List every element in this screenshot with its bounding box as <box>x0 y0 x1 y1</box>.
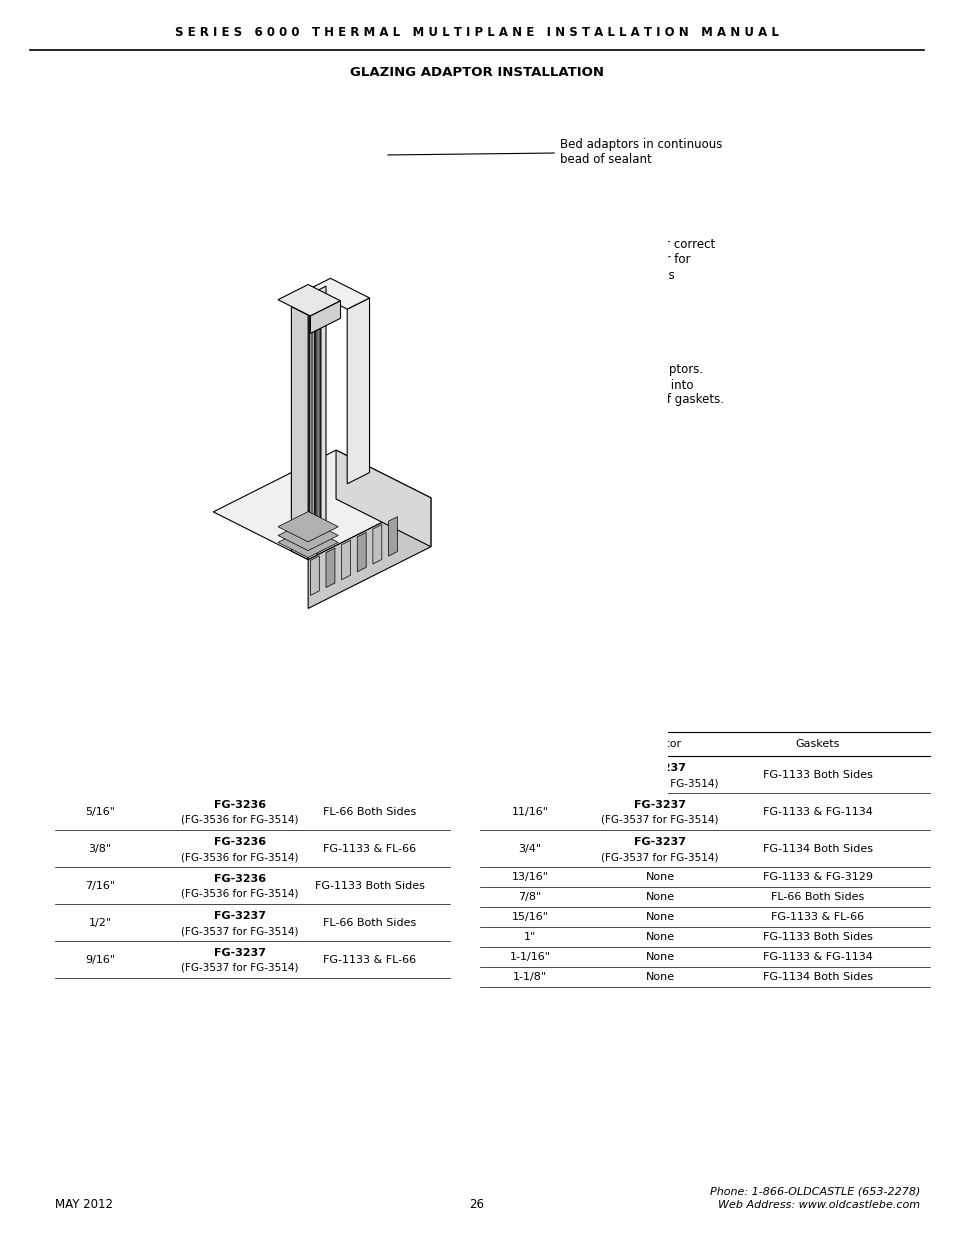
Text: None: None <box>645 892 674 902</box>
Polygon shape <box>213 450 431 559</box>
Text: FG-1133 Both Sides: FG-1133 Both Sides <box>314 881 424 890</box>
Polygon shape <box>335 450 431 547</box>
Polygon shape <box>356 532 366 572</box>
Text: None: None <box>645 972 674 982</box>
Text: 15/16": 15/16" <box>511 911 548 923</box>
Polygon shape <box>308 278 369 309</box>
Text: (FG-3594 for FG-3514): (FG-3594 for FG-3514) <box>181 778 298 788</box>
Polygon shape <box>308 311 316 559</box>
Text: FG-3237: FG-3237 <box>634 763 685 773</box>
Text: FG-1134 Both Sides: FG-1134 Both Sides <box>762 972 872 982</box>
Polygon shape <box>310 556 319 595</box>
Text: None: None <box>645 872 674 882</box>
Polygon shape <box>326 548 335 588</box>
Text: FG-1133 Both Sides: FG-1133 Both Sides <box>762 932 872 942</box>
Text: FL-66 Both Sides: FL-66 Both Sides <box>771 892 863 902</box>
Polygon shape <box>316 311 318 550</box>
Text: FG-1133 & FL-66: FG-1133 & FL-66 <box>771 911 863 923</box>
Text: FG-3236: FG-3236 <box>213 800 266 810</box>
Text: Adaptors should be installed on interior side of all glazing options.: Adaptors should be installed on interior… <box>55 688 469 701</box>
Polygon shape <box>319 312 321 551</box>
Text: FL-66 Both Sides: FL-66 Both Sides <box>323 918 416 927</box>
Polygon shape <box>277 520 338 551</box>
Text: FG-3237: FG-3237 <box>634 800 685 810</box>
Text: Adaptor: Adaptor <box>217 739 262 748</box>
Text: 5/16": 5/16" <box>85 806 115 818</box>
Text: 13/16": 13/16" <box>511 872 548 882</box>
Text: 1-1/16": 1-1/16" <box>509 952 550 962</box>
Text: Adaptor: Adaptor <box>638 739 681 748</box>
Text: Gaskets: Gaskets <box>348 739 392 748</box>
Text: 3/4": 3/4" <box>517 844 541 853</box>
Text: MAY 2012: MAY 2012 <box>55 1198 112 1212</box>
Text: 11/16": 11/16" <box>511 806 548 818</box>
Text: FG-3237: FG-3237 <box>213 911 266 921</box>
Polygon shape <box>308 498 431 609</box>
Text: FG-3237: FG-3237 <box>634 837 685 847</box>
Polygon shape <box>291 306 308 559</box>
Text: (FG-3537 for FG-3514): (FG-3537 for FG-3514) <box>181 963 298 973</box>
Text: None: None <box>645 952 674 962</box>
Text: Phone: 1-866-OLDCASTLE (653-2278)
Web Address: www.oldcastlebe.com: Phone: 1-866-OLDCASTLE (653-2278) Web Ad… <box>709 1186 919 1210</box>
Polygon shape <box>277 527 338 557</box>
Polygon shape <box>277 511 338 542</box>
Text: 5/8": 5/8" <box>517 769 541 781</box>
Polygon shape <box>314 310 315 548</box>
Text: FG-3194: FG-3194 <box>213 763 266 773</box>
Text: FG-1133 & FG-1134: FG-1133 & FG-1134 <box>762 806 872 818</box>
Text: 7/8": 7/8" <box>517 892 541 902</box>
Text: Glass: Glass <box>515 739 544 748</box>
Text: None: None <box>645 932 674 942</box>
Polygon shape <box>341 540 350 579</box>
Text: (FG-3537 for FG-3514): (FG-3537 for FG-3514) <box>600 852 718 862</box>
Text: See chart below for correct
gasket and adaptor for
specific applications: See chart below for correct gasket and a… <box>413 238 715 282</box>
Text: FG-3236: FG-3236 <box>213 874 266 884</box>
Polygon shape <box>308 306 310 546</box>
Text: Bed adaptors in continuous
bead of sealant: Bed adaptors in continuous bead of seala… <box>387 138 721 165</box>
Text: (FG-3537 for FG-3514): (FG-3537 for FG-3514) <box>181 926 298 936</box>
Text: None: None <box>645 911 674 923</box>
Text: 9/16": 9/16" <box>85 955 115 965</box>
Text: 26: 26 <box>469 1198 484 1212</box>
Text: S E R I E S   6 0 0 0   T H E R M A L   M U L T I P L A N E   I N S T A L L A T : S E R I E S 6 0 0 0 T H E R M A L M U L … <box>175 26 778 38</box>
Text: NOTE:: NOTE: <box>55 657 98 671</box>
Text: FG-1133 Both Sides: FG-1133 Both Sides <box>762 769 872 781</box>
Text: GLAZING ADAPTOR INSTALLATION: GLAZING ADAPTOR INSTALLATION <box>350 65 603 79</box>
Polygon shape <box>388 516 397 556</box>
Text: Gaskets: Gaskets <box>795 739 840 748</box>
Polygon shape <box>311 309 313 547</box>
Polygon shape <box>316 287 326 552</box>
Text: FL-66 Both Sides: FL-66 Both Sides <box>323 806 416 818</box>
Text: 1-1/8": 1-1/8" <box>513 972 546 982</box>
Text: (FG-3536 for FG-3514): (FG-3536 for FG-3514) <box>181 889 298 899</box>
Text: 1/4": 1/4" <box>89 769 112 781</box>
Text: FG-3236: FG-3236 <box>213 837 266 847</box>
Text: (FG-3536 for FG-3514): (FG-3536 for FG-3514) <box>181 815 298 825</box>
Text: (FG-3537 for FG-3514): (FG-3537 for FG-3514) <box>600 778 718 788</box>
Polygon shape <box>277 284 340 316</box>
Text: (FG-3537 for FG-3514): (FG-3537 for FG-3514) <box>600 815 718 825</box>
Text: Seal corners of adaptors.
Marry adaptor seal into
sealant at corner of gaskets.: Seal corners of adaptors. Marry adaptor … <box>407 363 723 406</box>
Text: 7/16": 7/16" <box>85 881 115 890</box>
Text: 1/2": 1/2" <box>89 918 112 927</box>
Text: FG-1134 Both Sides: FG-1134 Both Sides <box>762 844 872 853</box>
Text: 1": 1" <box>523 932 536 942</box>
Text: FG-3237: FG-3237 <box>213 948 266 958</box>
Text: (FG-3536 for FG-3514): (FG-3536 for FG-3514) <box>181 852 298 862</box>
Text: FG-1133 Both Sides: FG-1133 Both Sides <box>314 769 424 781</box>
Polygon shape <box>310 301 340 333</box>
Text: 3/8": 3/8" <box>89 844 112 853</box>
Text: FG-1133 & FL-66: FG-1133 & FL-66 <box>323 844 416 853</box>
Polygon shape <box>347 298 369 484</box>
Text: Glass: Glass <box>85 739 115 748</box>
Text: FG-1133 & FG-1134: FG-1133 & FG-1134 <box>762 952 872 962</box>
Polygon shape <box>373 525 381 564</box>
Text: FG-1133 & FG-3129: FG-1133 & FG-3129 <box>762 872 872 882</box>
Text: FG-1133 & FL-66: FG-1133 & FL-66 <box>323 955 416 965</box>
